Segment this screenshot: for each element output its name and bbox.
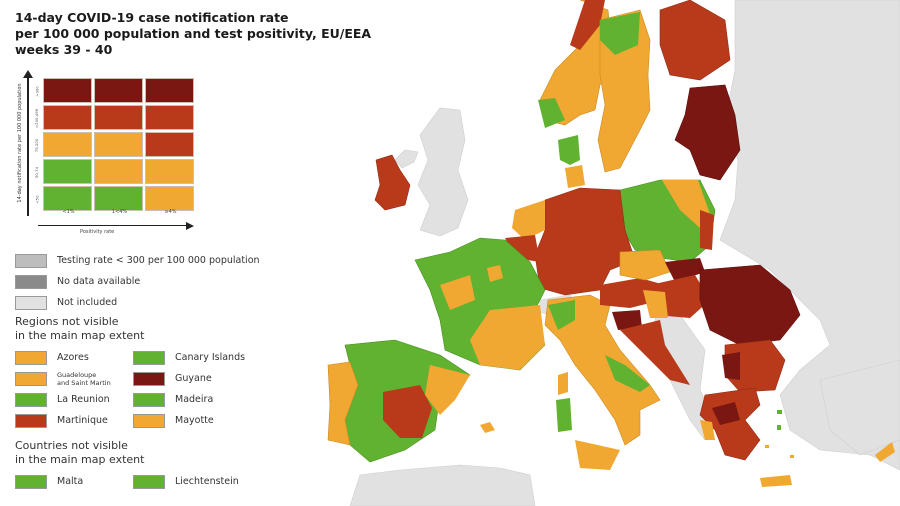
swatch	[15, 274, 47, 289]
legend-label: Malta	[57, 476, 84, 487]
legend-item-martinique: Martinique	[15, 410, 133, 431]
matrix-cell	[145, 159, 194, 184]
countries-list: Malta Liechtenstein	[15, 471, 283, 492]
legend-label: La Reunion	[57, 394, 110, 405]
legend-label: Guadeloupe and Saint Martin	[57, 371, 111, 387]
legend-item-la-reunion: La Reunion	[15, 389, 133, 410]
legend-label: Mayotte	[175, 415, 214, 426]
legend-item-madeira: Madeira	[133, 389, 283, 410]
regions-title-line-2: in the main map extent	[15, 329, 145, 342]
regions-list: Azores Canary Islands Guadeloupe and Sain…	[15, 347, 283, 431]
row-label: 75-200	[34, 138, 40, 153]
swatch	[133, 413, 165, 428]
col-label: 1<4%	[111, 209, 128, 215]
legend-item-guyane: Guyane	[133, 368, 283, 389]
matrix-cell	[94, 186, 143, 211]
matrix-cell	[43, 186, 92, 211]
matrix-grid	[43, 78, 194, 211]
countries-title-line-2: in the main map extent	[15, 453, 145, 466]
matrix-cell	[43, 105, 92, 130]
swatch	[15, 413, 47, 428]
swatch	[133, 474, 165, 489]
legend-item-canary-islands: Canary Islands	[133, 347, 283, 368]
legend-label: Not included	[57, 297, 118, 308]
legend-item-malta: Malta	[15, 471, 133, 492]
legend-item-not-included: Not included	[15, 292, 283, 313]
legend-label: Martinique	[57, 415, 108, 426]
legend-label: Madeira	[175, 394, 214, 405]
swatch	[133, 371, 165, 386]
legend-item-liechtenstein: Liechtenstein	[133, 471, 283, 492]
countries-title-line-1: Countries not visible	[15, 439, 128, 452]
matrix-cell	[43, 159, 92, 184]
legend-item-guadeloupe: Guadeloupe and Saint Martin	[15, 368, 133, 389]
row-label: >300	[34, 86, 40, 97]
row-label: >200-499	[34, 108, 40, 129]
matrix-row-labels: >300 >200-499 75-200 50-74 <50	[32, 78, 42, 213]
countries-section-title: Countries not visible in the main map ex…	[15, 439, 283, 467]
row-label: 50-74	[34, 166, 40, 179]
matrix-col-labels: <1% 1<4% ≥4%	[43, 209, 196, 215]
y-axis-arrow-icon	[23, 70, 33, 78]
swatch	[15, 371, 47, 386]
y-axis-line	[27, 76, 29, 216]
legend-item-mayotte: Mayotte	[133, 410, 283, 431]
matrix-cell	[43, 78, 92, 103]
matrix-cell	[94, 159, 143, 184]
legend-item-testing: Testing rate < 300 per 100 000 populatio…	[15, 250, 283, 271]
col-label: ≥4%	[164, 209, 177, 215]
matrix-cell	[145, 78, 194, 103]
legend-label: Liechtenstein	[175, 476, 239, 487]
legend-label: Guyane	[175, 373, 212, 384]
x-axis-label: Positivity rate	[80, 229, 115, 235]
matrix-cell	[43, 132, 92, 157]
legend-item-no-data: No data available	[15, 271, 283, 292]
swatch	[15, 474, 47, 489]
x-axis-arrow-icon	[186, 222, 194, 230]
matrix-cell	[94, 105, 143, 130]
uk	[417, 107, 469, 237]
label-line-1: Guadeloupe	[57, 370, 97, 379]
title-line-2: per 100 000 population and test positivi…	[15, 26, 372, 41]
north-africa	[349, 464, 536, 506]
swatch	[15, 253, 47, 268]
swatch	[133, 350, 165, 365]
legend-label: Testing rate < 300 per 100 000 populatio…	[57, 255, 260, 266]
title-line-1: 14-day COVID-19 case notification rate	[15, 10, 289, 25]
legend-item-azores: Azores	[15, 347, 133, 368]
swatch	[15, 295, 47, 310]
matrix-cell	[145, 105, 194, 130]
regions-section-title: Regions not visible in the main map exte…	[15, 315, 283, 343]
map-title: 14-day COVID-19 case notification rate p…	[15, 10, 371, 58]
swatch	[15, 350, 47, 365]
swatch	[15, 392, 47, 407]
matrix-cell	[145, 186, 194, 211]
legend-label: No data available	[57, 276, 141, 287]
y-axis-label: 14-day notification rate per 100 000 pop…	[17, 83, 23, 203]
matrix-cell	[94, 132, 143, 157]
col-label: <1%	[62, 209, 75, 215]
matrix-cell	[94, 78, 143, 103]
label-line-2: and Saint Martin	[57, 378, 111, 387]
regions-title-line-1: Regions not visible	[15, 315, 119, 328]
swatch	[133, 392, 165, 407]
x-axis-line	[38, 225, 188, 227]
title-line-3: weeks 39 - 40	[15, 42, 113, 57]
matrix-cell	[145, 132, 194, 157]
row-label: <50	[34, 195, 40, 204]
legend-label: Azores	[57, 352, 89, 363]
legend-label: Canary Islands	[175, 352, 246, 363]
map-legend: Testing rate < 300 per 100 000 populatio…	[15, 250, 283, 492]
